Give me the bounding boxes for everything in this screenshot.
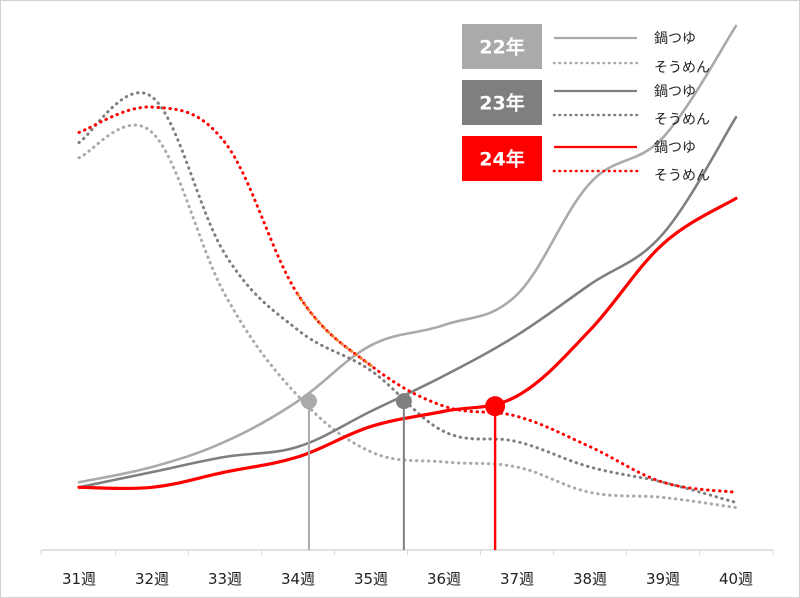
legend-year-box-22	[462, 24, 542, 69]
legend-label-somen: そうめん	[654, 112, 710, 128]
series-line-24-somen	[77, 105, 738, 494]
legend-year-box-23	[462, 80, 542, 125]
crossover-marker-23	[395, 393, 412, 410]
legend-year-label: 22年	[479, 36, 524, 59]
x-tick-label: 39週	[646, 570, 680, 588]
series-layer	[77, 24, 738, 510]
series-line-23-somen	[77, 91, 738, 505]
series-line-24-somen-transition	[296, 293, 373, 368]
axes: 31週 32週 33週 34週 35週 36週 37週 38週 39週 40週	[40, 549, 774, 588]
legend-label-somen: そうめん	[654, 60, 710, 76]
legend-label-nabetsuyu: 鍋つゆ	[654, 31, 696, 47]
x-tick-label: 40週	[719, 570, 753, 588]
legend-year-label: 23年	[479, 92, 524, 115]
x-tick-label: 38週	[573, 570, 607, 588]
legend-label-nabetsuyu: 鍋つゆ	[654, 84, 696, 100]
series-line-23-nabetsuyu	[77, 115, 738, 489]
x-tick-label: 35週	[354, 570, 388, 588]
x-tick-label: 34週	[281, 570, 315, 588]
crossover-marker-24	[485, 396, 506, 417]
legend-label-somen: そうめん	[654, 168, 710, 184]
legend-year-label: 24年	[479, 148, 524, 171]
series-line-24-nabetsuyu	[77, 196, 738, 491]
crossover-markers	[300, 393, 506, 550]
x-tick-label: 37週	[500, 570, 534, 588]
crossover-marker-22	[300, 393, 317, 410]
legend-label-nabetsuyu: 鍋つゆ	[654, 140, 696, 156]
x-tick-label: 36週	[427, 570, 461, 588]
series-line-22-somen	[77, 123, 738, 510]
x-tick-label: 31週	[62, 570, 96, 588]
legend-year-box-24	[462, 136, 542, 181]
series-line-22-nabetsuyu	[77, 24, 738, 484]
x-tick-label: 33週	[208, 570, 242, 588]
x-tick-label: 32週	[135, 570, 169, 588]
